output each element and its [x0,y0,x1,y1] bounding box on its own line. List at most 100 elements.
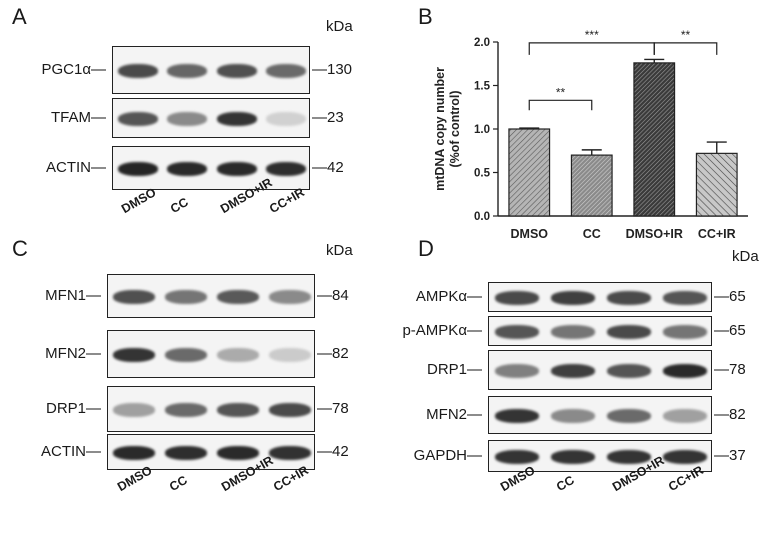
bar [508,128,551,217]
a-actin-label: ACTIN— [46,159,106,176]
d-ampka-band [606,291,652,305]
d-drp1-label: DRP1— [426,361,482,378]
c-actin-band [165,446,207,460]
c-actin-band [113,446,155,460]
bar [695,152,738,217]
d-gapdh-band [550,450,596,464]
c-mfn1-label: MFN1— [45,287,101,304]
d-mfn2-label: MFN2— [426,406,482,423]
bar [570,154,613,217]
d-ampka-marker: —65 [714,288,746,305]
c-mfn1-band [113,290,155,304]
x-category-label: CC [583,227,601,241]
c-drp1-label: DRP1— [45,400,101,417]
c-mfn2-blot [107,330,315,378]
d-mfn2-band [606,409,652,423]
c-actin-blot [107,434,315,470]
panel-a-kda-label: kDa [326,18,353,35]
panel-d-kda-label: kDa [732,248,759,265]
bar [633,62,676,217]
c-lane-label: CC [167,472,190,495]
c-mfn1-marker: —84 [317,287,349,304]
a-tfam-band [266,112,307,126]
panel-d-letter: D [418,236,434,261]
panel-a-letter: A [12,4,27,29]
a-actin-band [117,162,158,176]
a-tfam-label: TFAM— [51,109,106,126]
d-gapdh-label: GAPDH— [413,447,482,464]
panel-c-letter: C [12,236,28,261]
panel-b-letter: B [418,4,433,29]
a-actin-marker: —42 [312,159,344,176]
d-ampka-label: AMPKα— [415,288,482,305]
c-actin-band [217,446,259,460]
d-drp1-band [606,364,652,378]
d-p-ampka-label: p-AMPKα— [402,322,482,339]
c-mfn2-band [269,348,311,362]
c-actin-label: ACTIN— [41,443,101,460]
a-lane-label: CC [168,194,191,217]
significance-bracket [528,99,593,111]
x-category-label: CC+IR [698,227,736,241]
c-mfn1-blot [107,274,315,318]
c-mfn1-band [165,290,207,304]
a-tfam-marker: —23 [312,109,344,126]
d-p-ampka-band [494,325,540,339]
y-tick-label: 0.0 [474,211,490,223]
d-gapdh-marker: —37 [714,447,746,464]
d-p-ampka-marker: —65 [714,322,746,339]
d-gapdh-blot [488,440,712,472]
significance-bracket [653,42,718,55]
y-tick-label: 1.0 [474,124,490,136]
a-tfam-band [167,112,208,126]
d-gapdh-band [606,450,652,464]
a-pgc1a-marker: —130 [312,61,353,78]
y-tick-label: 1.5 [474,81,491,93]
d-ampka-band [662,291,708,305]
significance-label: *** [585,28,599,42]
c-mfn2-band [165,348,207,362]
significance-label: ** [681,28,691,42]
d-mfn2-band [494,409,540,423]
c-drp1-band [113,403,155,417]
significance-bracket [528,42,655,55]
d-drp1-blot [488,350,712,390]
c-actin-band [269,446,311,460]
d-ampka-blot [488,282,712,312]
a-pgc1a-band [266,64,307,78]
c-drp1-band [269,403,311,417]
d-drp1-band [662,364,708,378]
a-actin-blot [112,146,310,190]
a-pgc1a-band [167,64,208,78]
a-actin-band [216,162,257,176]
d-mfn2-band [550,409,596,423]
y-axis-label: mtDNA copy number [433,67,447,191]
c-drp1-band [217,403,259,417]
a-tfam-band [117,112,158,126]
d-p-ampka-band [550,325,596,339]
a-pgc1a-blot [112,46,310,94]
c-mfn1-band [269,290,311,304]
a-actin-band [167,162,208,176]
c-actin-marker: —42 [317,443,349,460]
x-category-label: DMSO+IR [626,227,683,241]
d-p-ampka-blot [488,316,712,346]
c-drp1-band [165,403,207,417]
d-lane-label: CC [554,472,577,495]
c-mfn2-marker: —82 [317,345,349,362]
y-tick-label: 0.5 [474,168,491,180]
d-ampka-band [494,291,540,305]
d-mfn2-band [662,409,708,423]
a-tfam-blot [112,98,310,138]
d-p-ampka-band [606,325,652,339]
c-drp1-marker: —78 [317,400,349,417]
y-tick-label: 2.0 [474,37,490,49]
c-mfn2-band [217,348,259,362]
mtdna-bar-chart: 0.0 0.5 1.0 1.5 2.0 mtDNA copy number (%of con… [433,28,748,241]
d-drp1-band [550,364,596,378]
x-category-label: DMSO [511,227,549,241]
c-mfn2-band [113,348,155,362]
d-ampka-band [550,291,596,305]
d-mfn2-blot [488,396,712,434]
a-actin-band [266,162,307,176]
